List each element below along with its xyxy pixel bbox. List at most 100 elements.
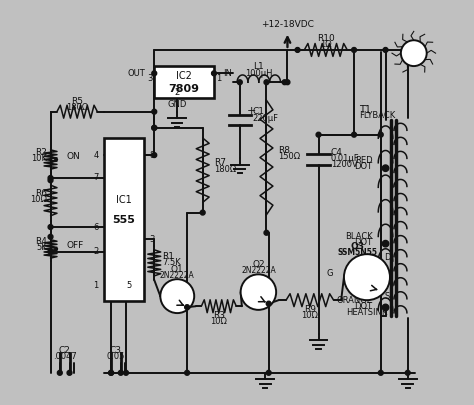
Circle shape: [152, 126, 157, 130]
Text: C1: C1: [253, 107, 265, 116]
Circle shape: [285, 80, 290, 85]
Text: 6: 6: [93, 222, 99, 232]
Text: 10K: 10K: [31, 154, 47, 163]
Circle shape: [57, 371, 62, 375]
Text: 2: 2: [174, 88, 180, 97]
Circle shape: [185, 371, 190, 375]
Text: G: G: [326, 269, 333, 278]
Text: RED: RED: [355, 156, 373, 165]
Text: 2N2222A: 2N2222A: [160, 271, 195, 279]
Text: DOT: DOT: [355, 302, 373, 311]
Text: +: +: [247, 106, 256, 116]
Circle shape: [266, 371, 271, 375]
Text: OUT: OUT: [128, 69, 146, 78]
Text: 555: 555: [112, 215, 136, 225]
Circle shape: [282, 80, 287, 85]
Circle shape: [316, 132, 321, 137]
Text: 10Ω: 10Ω: [30, 195, 47, 204]
Bar: [154, 66, 214, 98]
Text: 2N2222A: 2N2222A: [241, 266, 276, 275]
Text: SSM5N55: SSM5N55: [338, 247, 378, 257]
Text: 5K: 5K: [36, 243, 47, 252]
Text: ON: ON: [67, 152, 81, 161]
Text: 1: 1: [216, 75, 221, 83]
Circle shape: [378, 132, 383, 137]
Circle shape: [352, 132, 356, 137]
Text: ORANGE: ORANGE: [337, 296, 373, 305]
Text: BLACK: BLACK: [345, 232, 373, 241]
Text: D: D: [384, 253, 391, 262]
Text: 7809: 7809: [169, 84, 200, 94]
Text: 180Ω: 180Ω: [214, 165, 236, 174]
Text: S: S: [384, 292, 390, 301]
Text: 10Ω: 10Ω: [301, 311, 318, 320]
Text: HEATSINK: HEATSINK: [346, 308, 388, 317]
Text: DOT: DOT: [355, 162, 373, 171]
Circle shape: [48, 234, 53, 239]
Text: 10Ω: 10Ω: [210, 317, 227, 326]
Circle shape: [118, 371, 123, 375]
Text: .0047: .0047: [53, 352, 76, 361]
Text: R2: R2: [36, 148, 47, 157]
Text: R1: R1: [162, 252, 174, 261]
Text: 3: 3: [147, 75, 153, 83]
Text: 220μF: 220μF: [253, 114, 279, 123]
Text: L1: L1: [254, 62, 264, 71]
Circle shape: [152, 126, 157, 130]
Circle shape: [295, 47, 300, 52]
Circle shape: [109, 371, 113, 375]
Text: R10: R10: [317, 34, 335, 43]
Circle shape: [211, 71, 217, 76]
Text: 0.01μF: 0.01μF: [331, 154, 359, 163]
Text: 5: 5: [126, 281, 131, 290]
Text: FLYBACK: FLYBACK: [359, 111, 395, 120]
Text: C2: C2: [59, 346, 71, 355]
Circle shape: [67, 371, 72, 375]
Text: 7: 7: [93, 173, 99, 183]
Text: 100μH: 100μH: [245, 69, 273, 78]
Circle shape: [48, 225, 53, 229]
Text: IC1: IC1: [116, 195, 132, 205]
Circle shape: [383, 47, 388, 52]
Bar: [104, 138, 144, 301]
Text: R7: R7: [214, 158, 226, 167]
Circle shape: [152, 109, 157, 114]
Circle shape: [201, 210, 205, 215]
Text: OFF: OFF: [67, 241, 84, 250]
Circle shape: [237, 80, 242, 85]
Circle shape: [152, 71, 157, 76]
Circle shape: [264, 230, 269, 235]
Text: GND: GND: [167, 100, 187, 109]
Text: Q2: Q2: [252, 260, 264, 269]
Text: Q1: Q1: [171, 264, 183, 274]
Text: 4: 4: [93, 151, 99, 160]
Text: DOT: DOT: [355, 238, 373, 247]
Circle shape: [264, 80, 269, 85]
Text: 180Ω: 180Ω: [66, 103, 88, 112]
Circle shape: [124, 371, 128, 375]
Text: 1: 1: [93, 281, 99, 290]
Text: 1200V: 1200V: [331, 160, 357, 169]
Circle shape: [405, 371, 410, 375]
Text: IN: IN: [223, 69, 232, 78]
Circle shape: [185, 305, 190, 309]
Text: 3: 3: [149, 235, 155, 244]
Text: T1: T1: [359, 104, 371, 115]
Circle shape: [241, 274, 276, 310]
Text: C4: C4: [331, 148, 343, 157]
Circle shape: [48, 249, 53, 254]
Circle shape: [383, 304, 389, 311]
Text: R6: R6: [35, 189, 47, 198]
Text: R4: R4: [36, 237, 47, 246]
Circle shape: [48, 178, 53, 183]
Circle shape: [109, 371, 113, 375]
Circle shape: [160, 279, 194, 313]
Text: 7.5K: 7.5K: [162, 258, 181, 267]
Text: R5: R5: [71, 97, 83, 106]
Circle shape: [378, 371, 383, 375]
Text: C3: C3: [110, 346, 122, 355]
Text: Q3: Q3: [351, 242, 365, 251]
Circle shape: [383, 241, 389, 247]
Text: 8: 8: [149, 151, 155, 160]
Circle shape: [352, 47, 356, 52]
